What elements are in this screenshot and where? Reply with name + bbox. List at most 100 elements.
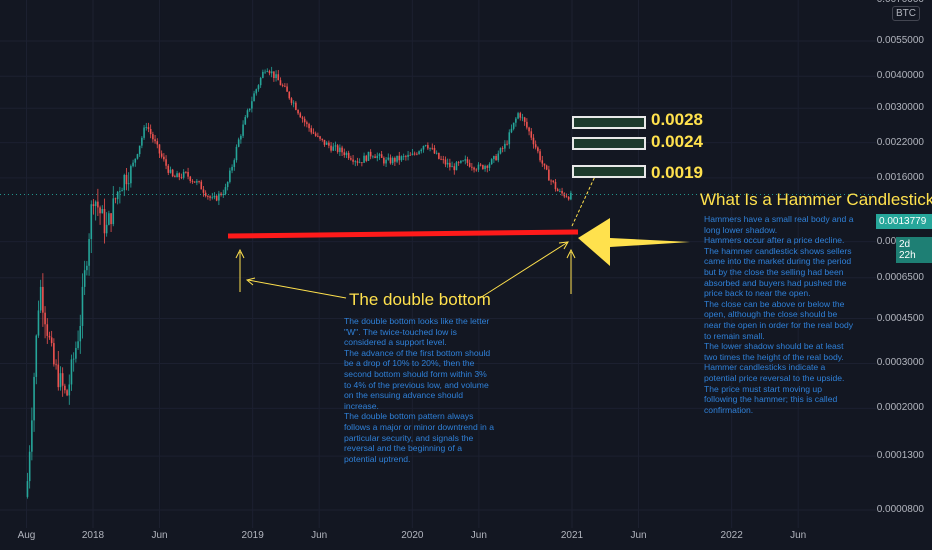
- candle-body: [358, 162, 361, 164]
- candle-body: [501, 148, 504, 149]
- candle-body: [493, 155, 495, 160]
- candle-body: [473, 167, 475, 170]
- candle-body: [28, 451, 31, 482]
- double-bottom-pointer-left: [247, 279, 347, 299]
- candle-body: [433, 148, 436, 154]
- chart-grid: [0, 0, 876, 528]
- candle-body: [479, 164, 482, 166]
- y-tick-label: 0.0070000: [868, 0, 924, 5]
- candle-body: [387, 157, 390, 160]
- candle-body: [284, 85, 286, 87]
- candle-body: [297, 109, 299, 114]
- candle-body: [196, 181, 198, 183]
- candle-body: [266, 71, 269, 72]
- candle-body: [244, 117, 247, 125]
- candle-body: [286, 86, 288, 92]
- candle-body: [253, 93, 255, 102]
- candle-body: [81, 286, 84, 326]
- hammer-title: What Is a Hammer Candlestick: [700, 190, 932, 209]
- candle-body: [356, 161, 359, 163]
- candle-body: [339, 147, 341, 152]
- candle-body: [530, 131, 533, 138]
- x-tick-label: Aug: [17, 530, 36, 541]
- candle-body: [306, 122, 308, 124]
- candle-body: [422, 146, 425, 150]
- candle-body: [55, 364, 57, 366]
- bottom-1-arrowhead: [235, 248, 245, 259]
- candle-body: [376, 155, 379, 159]
- candle-body: [400, 156, 403, 161]
- candle-body: [444, 159, 447, 165]
- candle-body: [171, 169, 174, 177]
- candle-body: [42, 286, 44, 313]
- candle-body: [92, 204, 95, 207]
- candle-body: [154, 139, 156, 142]
- candle-body: [116, 191, 119, 200]
- candle-body: [504, 143, 506, 149]
- candle-body: [182, 171, 185, 178]
- candle-body: [119, 191, 121, 193]
- candle-body: [141, 137, 143, 146]
- candle-body: [134, 158, 137, 163]
- y-tick-label: 0.0030000: [876, 102, 924, 114]
- candle-body: [354, 161, 357, 163]
- candle-body: [451, 166, 453, 168]
- candle-body: [429, 147, 431, 149]
- candle-body: [312, 132, 315, 134]
- candle-body: [143, 127, 145, 138]
- candle-body: [416, 153, 418, 155]
- candle-body: [508, 132, 511, 145]
- candle-body: [321, 138, 324, 140]
- candle-body: [136, 154, 139, 159]
- candle-body: [319, 136, 321, 139]
- candle-body: [46, 324, 49, 336]
- annotation-layer: [0, 169, 876, 299]
- candle-body: [369, 151, 372, 157]
- candle-body: [548, 169, 550, 181]
- candle-body: [202, 189, 205, 193]
- candle-body: [460, 160, 462, 163]
- countdown-badge: 2d 22h: [896, 237, 932, 263]
- candle-body: [152, 134, 154, 140]
- candle-body: [352, 159, 354, 162]
- candle-body: [409, 154, 412, 156]
- candle-body: [523, 117, 526, 122]
- candle-body: [383, 157, 385, 164]
- candle-body: [541, 160, 544, 164]
- candle-body: [61, 373, 64, 386]
- candle-body: [453, 166, 456, 171]
- candle-body: [345, 152, 348, 156]
- candle-body: [462, 160, 464, 162]
- candle-body: [402, 156, 405, 158]
- y-tick-label: 0.0000800: [876, 504, 924, 515]
- y-tick-label: 0.0003000: [876, 357, 924, 369]
- candle-body: [532, 137, 535, 145]
- candle-body: [545, 165, 548, 170]
- candle-body: [288, 91, 291, 99]
- candle-body: [198, 181, 200, 182]
- candle-body: [413, 153, 416, 155]
- bottom-2-arrowhead: [566, 248, 576, 259]
- candle-body: [160, 153, 163, 157]
- candle-body: [455, 162, 458, 171]
- x-tick-label: Jun: [790, 530, 807, 541]
- candle-body: [374, 156, 376, 159]
- candle-body: [512, 122, 515, 129]
- candle-body: [537, 147, 539, 152]
- x-tick-label: 2019: [241, 530, 264, 541]
- x-tick-label: 2018: [81, 530, 105, 541]
- candle-body: [442, 159, 445, 161]
- candle-body: [66, 390, 68, 396]
- candle-body: [99, 207, 101, 214]
- last-price-badge: 0.0013779: [876, 214, 932, 229]
- candle-body: [475, 169, 478, 171]
- candle-body: [132, 162, 134, 167]
- candle-body: [101, 209, 104, 214]
- x-tick-label: 2021: [560, 530, 584, 541]
- candle-body: [33, 376, 35, 421]
- candle-body: [570, 192, 572, 200]
- candle-body: [262, 71, 264, 78]
- candle-body: [431, 147, 434, 149]
